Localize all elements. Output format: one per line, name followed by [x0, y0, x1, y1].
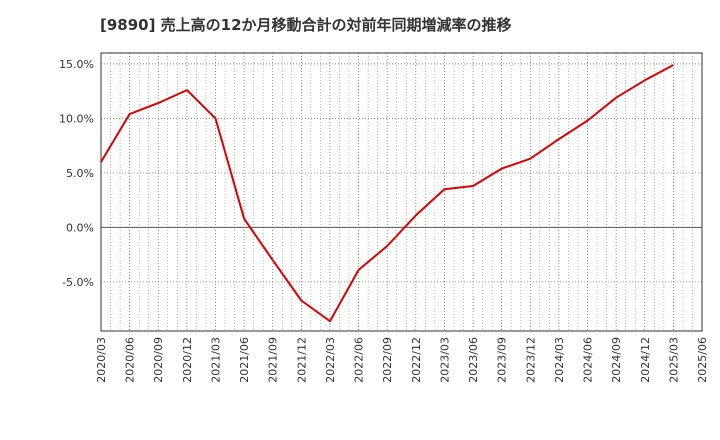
plot-border — [100, 52, 703, 332]
y-tick-label: 5.0% — [66, 167, 94, 180]
x-tick-label: 2024/06 — [582, 337, 595, 383]
x-tick-label: 2025/06 — [696, 337, 709, 383]
x-tick-label: 2020/09 — [152, 337, 165, 383]
x-tick-label: 2023/12 — [524, 337, 537, 383]
x-tick-label: 2023/09 — [496, 337, 509, 383]
x-tick-label: 2020/03 — [95, 337, 108, 383]
x-tick-label: 2020/12 — [181, 337, 194, 383]
x-tick-label: 2021/06 — [238, 337, 251, 383]
y-tick-label: 15.0% — [59, 58, 94, 71]
x-tick-label: 2024/12 — [639, 337, 652, 383]
y-tick-label: -5.0% — [62, 276, 94, 289]
x-tick-label: 2022/03 — [324, 337, 337, 383]
x-tick-label: 2022/06 — [353, 337, 366, 383]
x-tick-label: 2024/03 — [553, 337, 566, 383]
x-tick-label: 2022/12 — [410, 337, 423, 383]
chart-title: [9890] 売上高の12か月移動合計の対前年同期増減率の推移 — [100, 16, 512, 34]
x-tick-label: 2023/03 — [438, 337, 451, 383]
x-tick-label: 2021/09 — [267, 337, 280, 383]
series-line — [100, 64, 674, 323]
y-tick-label: 10.0% — [59, 112, 94, 125]
y-tick-label: 0.0% — [66, 221, 94, 234]
x-tick-label: 2021/12 — [295, 337, 308, 383]
x-tick-label: 2021/03 — [209, 337, 222, 383]
x-tick-label: 2025/03 — [667, 337, 680, 383]
x-tick-label: 2024/09 — [610, 337, 623, 383]
x-tick-label: 2020/06 — [124, 337, 137, 383]
plot-area — [101, 53, 702, 331]
x-tick-label: 2023/06 — [467, 337, 480, 383]
x-tick-label: 2022/09 — [381, 337, 394, 383]
